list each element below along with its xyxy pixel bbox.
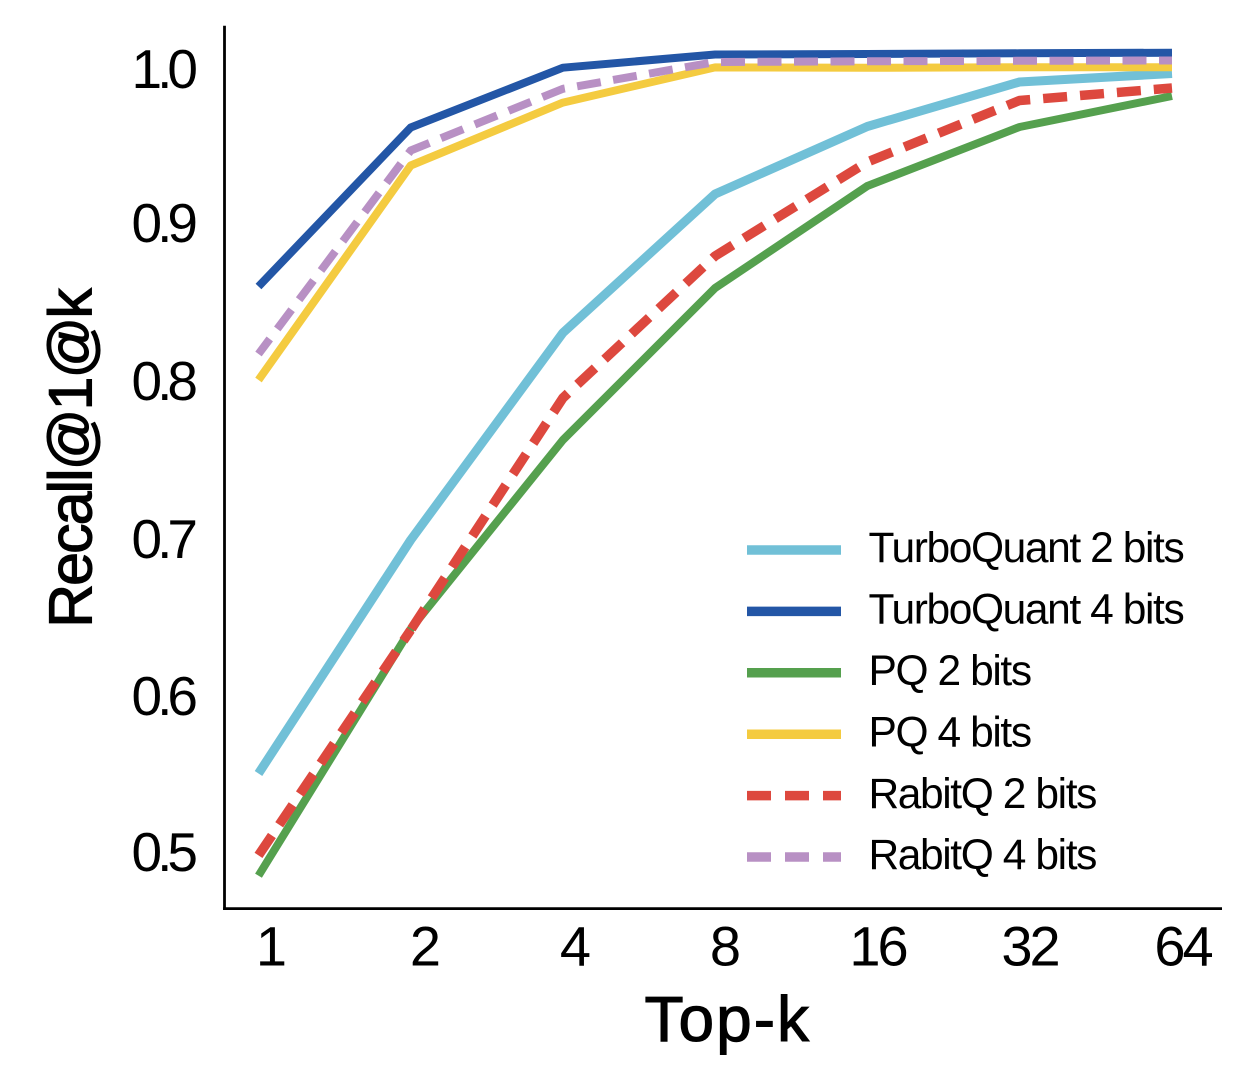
svg-text:16: 16 [849,915,906,978]
svg-text:8: 8 [710,915,739,978]
svg-text:TurboQuant 4 bits: TurboQuant 4 bits [869,587,1184,634]
svg-text:0.5: 0.5 [132,821,197,883]
svg-text:TurboQuant 2 bits: TurboQuant 2 bits [869,525,1184,572]
svg-text:2: 2 [410,915,439,978]
svg-text:Recall@1@k: Recall@1@k [37,288,105,628]
svg-text:1: 1 [256,915,285,978]
svg-text:4: 4 [560,915,590,978]
svg-text:PQ 4 bits: PQ 4 bits [869,709,1031,756]
svg-text:32: 32 [1001,915,1058,978]
svg-text:0.9: 0.9 [132,192,196,254]
svg-text:1.0: 1.0 [132,38,197,100]
svg-text:Top-k: Top-k [645,983,812,1055]
svg-text:PQ 2 bits: PQ 2 bits [869,648,1031,695]
svg-text:RabitQ 2 bits: RabitQ 2 bits [869,771,1097,818]
svg-text:0.6: 0.6 [132,665,197,727]
svg-text:0.7: 0.7 [132,508,196,570]
svg-text:0.8: 0.8 [132,350,197,412]
svg-text:RabitQ 4 bits: RabitQ 4 bits [869,832,1097,879]
svg-text:64: 64 [1154,915,1212,978]
